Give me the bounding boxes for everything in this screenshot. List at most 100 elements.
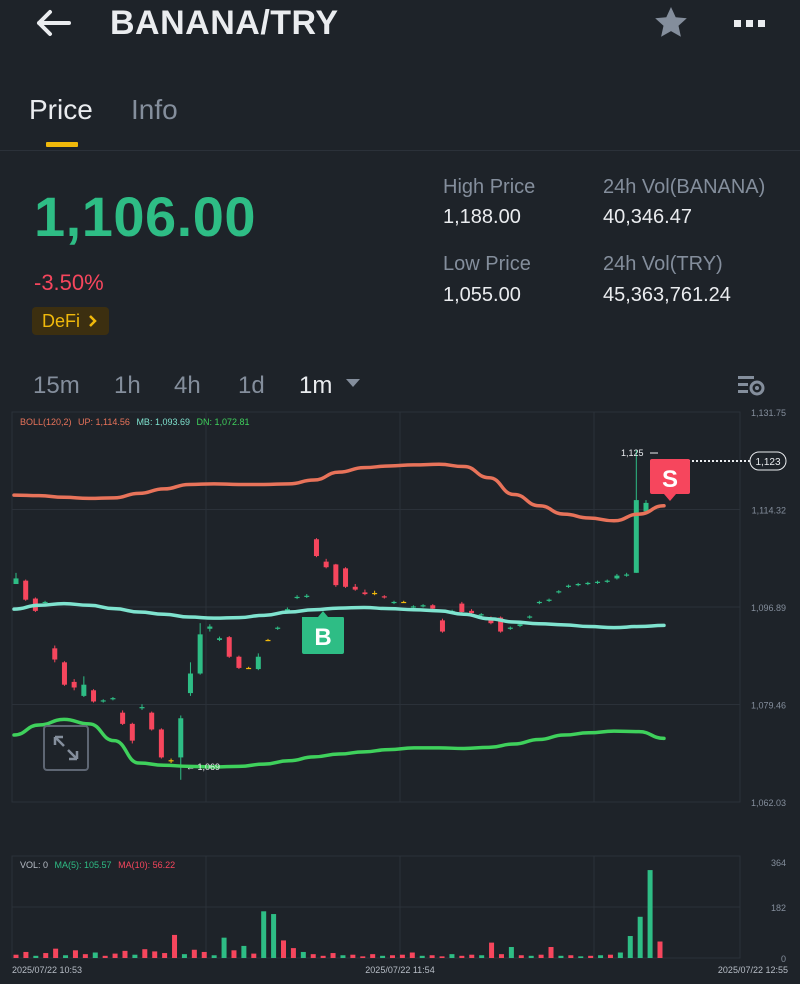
candle-body bbox=[343, 568, 349, 587]
interval-1d[interactable]: 1d bbox=[238, 372, 265, 399]
expand-chart-button[interactable] bbox=[43, 725, 89, 771]
candle-body bbox=[556, 591, 562, 593]
candle-body bbox=[643, 502, 649, 512]
volume-bar bbox=[558, 955, 564, 958]
volume-bar bbox=[211, 955, 217, 958]
candle-body bbox=[265, 639, 271, 642]
volume-bar bbox=[172, 934, 178, 958]
chevron-right-icon bbox=[89, 315, 97, 327]
volume-grid bbox=[11, 855, 741, 959]
price-tick-label: 1,114.32 bbox=[752, 506, 786, 516]
volume-bar bbox=[380, 955, 386, 958]
more-menu-icon[interactable] bbox=[730, 8, 770, 38]
candle-body bbox=[352, 586, 358, 590]
volume-bar bbox=[63, 955, 69, 958]
candle-body bbox=[304, 595, 310, 597]
volume-bar bbox=[459, 955, 465, 958]
volume-bar bbox=[498, 954, 504, 958]
candle-body bbox=[517, 624, 523, 626]
volume-bar bbox=[489, 942, 495, 958]
favorite-star-icon[interactable] bbox=[652, 4, 690, 42]
price-tick-label: 1,131.75 bbox=[751, 408, 786, 418]
candle-body bbox=[120, 712, 126, 724]
candle-body bbox=[236, 656, 242, 668]
vol-quote-label: 24h Vol(TRY) bbox=[603, 253, 723, 275]
candle-body bbox=[178, 718, 184, 758]
tab-price[interactable]: Price bbox=[29, 94, 93, 125]
candle-body bbox=[91, 690, 97, 702]
candle-body bbox=[217, 638, 223, 640]
volume-tick-label: 0 bbox=[781, 954, 786, 964]
volume-bar bbox=[201, 951, 207, 958]
candle-body bbox=[565, 585, 571, 587]
candle-body bbox=[401, 601, 407, 604]
candle-body bbox=[527, 616, 533, 618]
volume-bars bbox=[13, 870, 663, 958]
candle-body bbox=[187, 673, 193, 694]
interval-15m[interactable]: 15m bbox=[33, 372, 80, 399]
candle-body bbox=[23, 580, 29, 600]
price-tick-label: 1,079.46 bbox=[751, 701, 786, 711]
volume-bar bbox=[23, 951, 29, 958]
volume-bar bbox=[162, 953, 168, 958]
vol-quote-value: 45,363,761.24 bbox=[603, 284, 731, 306]
volume-bar bbox=[617, 952, 623, 958]
candle-body bbox=[207, 626, 213, 629]
volume-bar bbox=[399, 954, 405, 958]
category-tag[interactable]: DeFi bbox=[32, 307, 110, 335]
low-price-annotation: ← 1,069 bbox=[186, 762, 220, 772]
tab-info[interactable]: Info bbox=[131, 94, 178, 125]
candle-body bbox=[459, 603, 465, 612]
volume-bar bbox=[271, 914, 277, 958]
high-price-label: High Price bbox=[443, 176, 536, 198]
interval-bar: 15m 1h 4h 1d 1m bbox=[0, 362, 800, 408]
volume-bar bbox=[92, 952, 98, 958]
volume-bar bbox=[637, 916, 643, 958]
volume-bar bbox=[102, 955, 108, 958]
volume-bar bbox=[191, 949, 197, 958]
volume-bar bbox=[508, 947, 514, 958]
candle-body bbox=[197, 634, 203, 674]
sell-marker[interactable]: S bbox=[650, 459, 690, 501]
volume-bar bbox=[657, 941, 663, 958]
candle-body bbox=[536, 601, 542, 604]
candle-body bbox=[246, 667, 252, 670]
volume-bar bbox=[241, 945, 247, 958]
volume-bar bbox=[132, 954, 138, 958]
volume-bar bbox=[43, 953, 49, 958]
volume-bar bbox=[261, 911, 267, 958]
expand-icon bbox=[53, 735, 79, 761]
volume-bar bbox=[142, 949, 148, 958]
volume-axis-labels: 364 182 0 bbox=[771, 858, 786, 964]
volume-bar bbox=[469, 954, 475, 958]
chart-settings-icon[interactable] bbox=[736, 370, 766, 400]
candle-body bbox=[362, 592, 368, 595]
candle-body bbox=[585, 582, 591, 585]
volume-bar bbox=[320, 955, 326, 958]
volume-bar bbox=[578, 956, 584, 958]
volume-bar bbox=[82, 954, 88, 958]
volume-bar bbox=[518, 955, 524, 958]
volume-bar bbox=[370, 954, 376, 958]
candle-body bbox=[372, 592, 378, 595]
volume-bar bbox=[122, 950, 128, 958]
category-label: DeFi bbox=[42, 311, 81, 331]
buy-marker[interactable]: B bbox=[302, 611, 344, 654]
candlestick-chart[interactable]: BOLL(120,2) UP: 1,114.56 MB: 1,093.69 DN… bbox=[0, 408, 800, 984]
interval-caret-icon[interactable] bbox=[346, 379, 360, 387]
volume-bar bbox=[538, 954, 544, 958]
volume-tick-label: 364 bbox=[771, 858, 786, 868]
candle-body bbox=[42, 601, 48, 604]
candle-body bbox=[439, 620, 445, 632]
candle-body bbox=[168, 760, 174, 762]
volume-bar bbox=[627, 936, 633, 958]
pair-title: BANANA/TRY bbox=[110, 4, 339, 42]
interval-4h[interactable]: 4h bbox=[174, 372, 201, 399]
boll-label: BOLL(120,2) UP: 1,114.56 MB: 1,093.69 DN… bbox=[20, 417, 250, 427]
last-price-tag[interactable] bbox=[749, 451, 787, 471]
candle-body bbox=[139, 707, 145, 709]
vol-base-label: 24h Vol(BANANA) bbox=[603, 176, 766, 198]
interval-1h[interactable]: 1h bbox=[114, 372, 141, 399]
back-arrow-icon[interactable] bbox=[34, 6, 74, 42]
interval-1m[interactable]: 1m bbox=[299, 372, 333, 399]
